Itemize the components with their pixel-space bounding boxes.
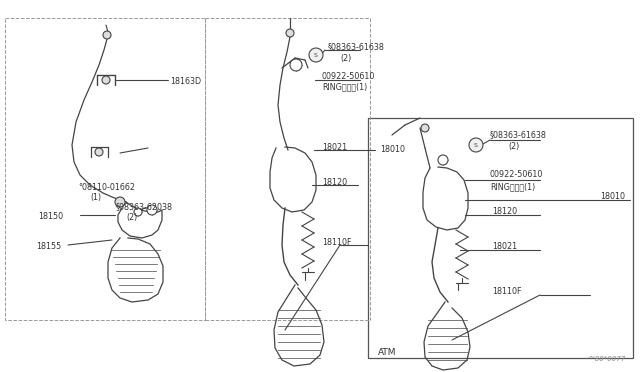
Text: (1): (1): [90, 193, 101, 202]
Text: 18021: 18021: [322, 143, 347, 152]
Circle shape: [469, 138, 483, 152]
Circle shape: [421, 124, 429, 132]
Text: 18155: 18155: [36, 242, 61, 251]
Text: 18150: 18150: [38, 212, 63, 221]
Circle shape: [95, 148, 103, 156]
Text: §08363-61638: §08363-61638: [328, 42, 385, 51]
Text: ^'80*0077: ^'80*0077: [587, 356, 625, 362]
Text: 00922-50610: 00922-50610: [490, 170, 543, 179]
Circle shape: [102, 76, 110, 84]
Text: RINGリング(1): RINGリング(1): [322, 82, 367, 91]
Circle shape: [438, 155, 448, 165]
Circle shape: [309, 48, 323, 62]
Circle shape: [115, 197, 125, 207]
Text: (2): (2): [508, 142, 519, 151]
Text: 18163D: 18163D: [170, 77, 201, 86]
Bar: [368, 118, 633, 358]
Circle shape: [134, 208, 142, 216]
Text: 18021: 18021: [492, 242, 517, 251]
Text: 18120: 18120: [492, 207, 517, 216]
Text: §08363-62038: §08363-62038: [116, 202, 173, 211]
Text: 18010: 18010: [380, 145, 405, 154]
Text: (2): (2): [126, 213, 137, 222]
Text: RINGリング(1): RINGリング(1): [490, 182, 535, 191]
Circle shape: [103, 31, 111, 39]
Text: 18110F: 18110F: [322, 238, 351, 247]
Text: 18110F: 18110F: [492, 287, 522, 296]
Text: ATM: ATM: [378, 348, 397, 357]
Text: 18120: 18120: [322, 178, 347, 187]
Text: 00922-50610: 00922-50610: [322, 72, 376, 81]
Circle shape: [290, 59, 302, 71]
Text: S: S: [314, 52, 318, 58]
Text: °08110-01662: °08110-01662: [78, 183, 135, 192]
Text: 18010: 18010: [600, 192, 625, 201]
Text: (2): (2): [340, 54, 351, 63]
Circle shape: [286, 29, 294, 37]
Circle shape: [147, 205, 157, 215]
Text: §08363-61638: §08363-61638: [490, 130, 547, 139]
Bar: [5, 18, 205, 320]
Text: S: S: [474, 142, 478, 148]
